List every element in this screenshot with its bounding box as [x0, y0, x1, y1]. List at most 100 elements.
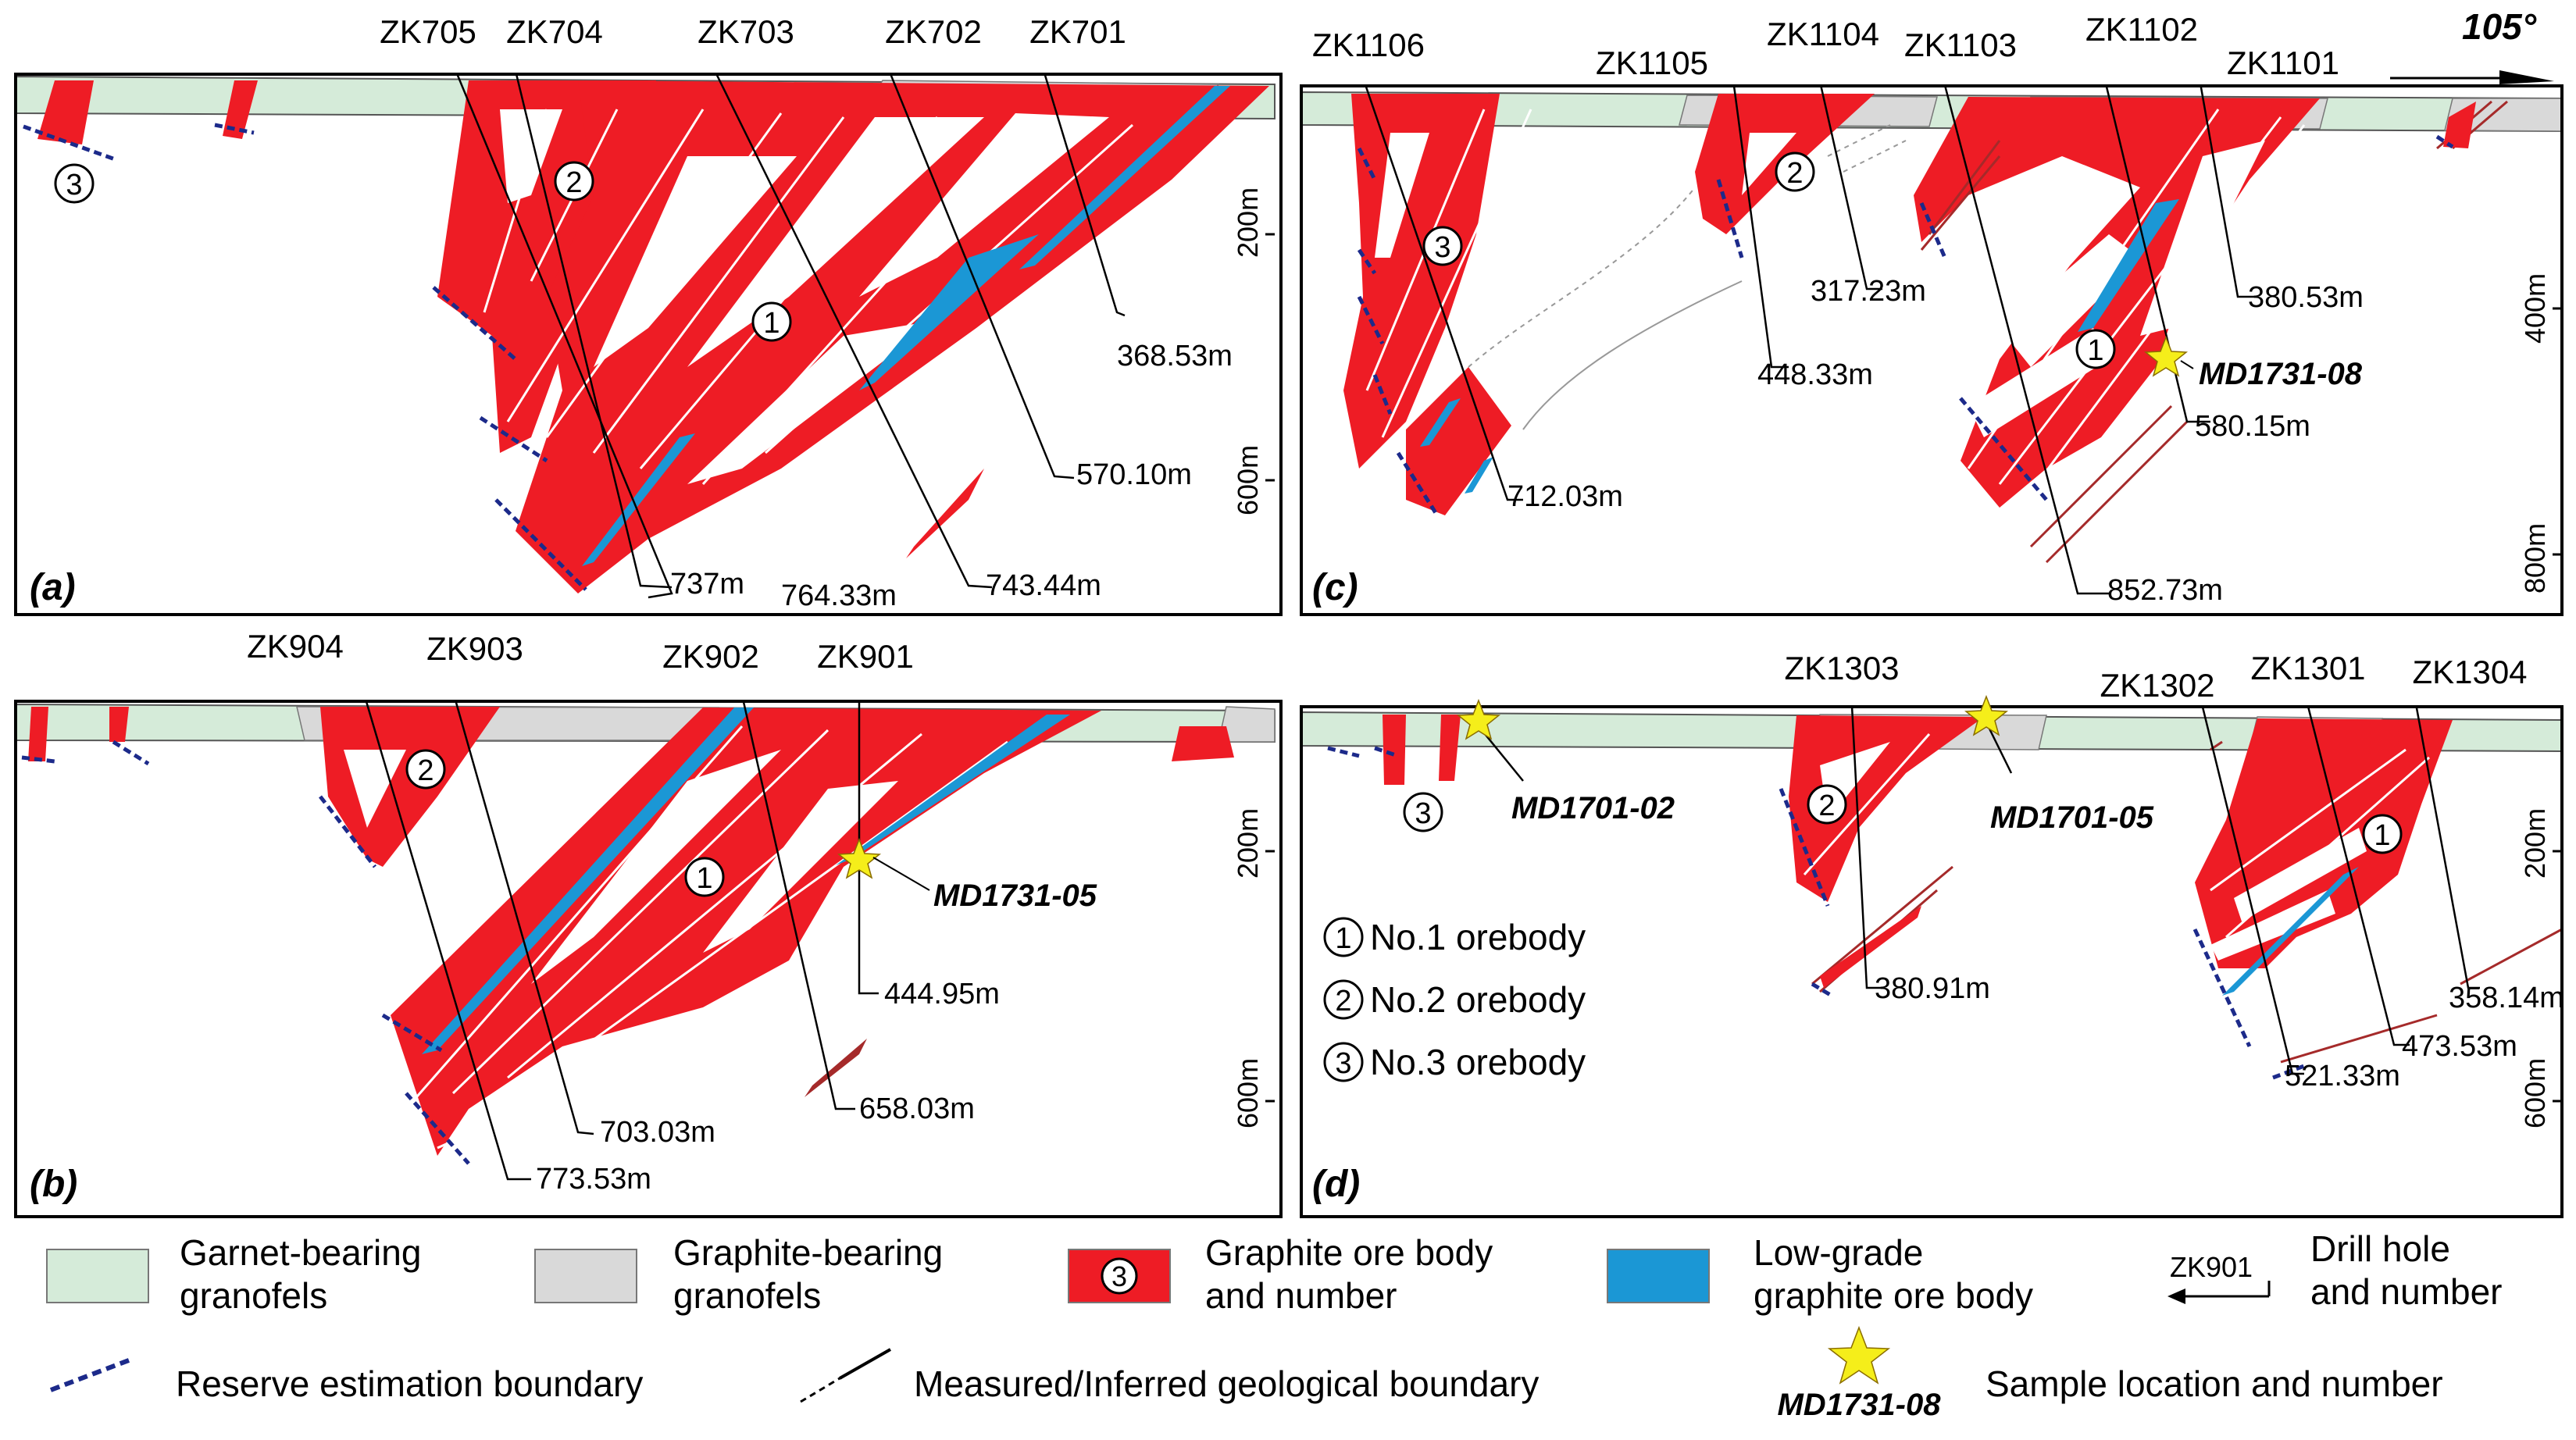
panel-d-frame [1300, 705, 2564, 1218]
depth-label: 773.53m [536, 1163, 651, 1196]
drill-hole-label: ZK704 [506, 13, 603, 50]
panel-label: (d) [1312, 1164, 1360, 1205]
drill-hole-labels: ZK904 ZK903 ZK902 ZK901 [247, 628, 914, 675]
sample-marker: MD1701-02 MD1701-05 [1456, 694, 2154, 835]
vertical-scale: 200m 600m [2519, 808, 2562, 1128]
star-icon [1456, 698, 1501, 740]
orebody-3-shape [1383, 715, 1461, 785]
vertical-scale: 200m 600m [1232, 187, 1275, 515]
star-icon [1827, 1325, 1891, 1385]
panel-label: (a) [30, 567, 76, 608]
panel-b: ZK904 ZK903 ZK902 ZK901 773.53m 703.03m … [14, 628, 1283, 1218]
orebody-3-lower [1406, 367, 1511, 515]
drill-hole-label: ZK1103 [1904, 27, 2017, 63]
drill-hole-label: ZK1301 [2250, 650, 2365, 686]
panel-c-frame [1300, 84, 2564, 616]
legend-drill-symbol: ZK901 [2170, 1251, 2253, 1283]
scale-label: 600m [1232, 1058, 1264, 1128]
sample-label: MD1701-05 [1990, 800, 2154, 835]
panel-c: ZK1106 ZK1105 ZK1104 ZK1103 ZK1102 ZK110… [1300, 6, 2564, 616]
drill-hole-label: ZK1102 [2085, 11, 2198, 48]
orebody-number: 2 [417, 754, 433, 787]
orebody-number: 2 [1335, 985, 1351, 1018]
legend-boundary-dashed [800, 1377, 840, 1403]
depth-label: 764.33m [781, 579, 897, 612]
inset-legend-item: No.3 orebody [1370, 1042, 1586, 1082]
orebody-number: 3 [66, 169, 82, 201]
depth-label: 368.53m [1117, 340, 1233, 372]
depth-label: 317.23m [1811, 275, 1926, 308]
legend-label: graphite ore body [1754, 1275, 2033, 1316]
reserve-boundaries [23, 123, 587, 591]
inferred-boundaries [1468, 124, 1907, 368]
legend-boundary-solid [839, 1348, 891, 1380]
ore-internal-seams [1365, 109, 2306, 493]
depth-label: 448.33m [1757, 358, 1873, 391]
depth-labels: 380.91m 521.33m 473.53m 358.14m [1875, 972, 2564, 1092]
drill-hole-label: ZK902 [662, 638, 759, 675]
drill-hole-label: ZK1106 [1312, 27, 1425, 63]
orebody-number-markers: 1 2 3 [1422, 151, 2116, 369]
ore-internal-seams [1803, 733, 2430, 939]
orebody-number: 1 [1335, 922, 1351, 955]
low-grade-bands [1420, 199, 2179, 494]
orebody-number: 1 [696, 862, 712, 895]
depth-label: 358.14m [2449, 982, 2564, 1014]
star-icon [1964, 694, 2009, 736]
orebody-2-shape [320, 707, 500, 867]
sample-marker: MD1731-05 [837, 837, 1097, 913]
panel-d: ZK1303 ZK1302 ZK1301 ZK1304 380.91m 521.… [1300, 650, 2564, 1218]
depth-label: 473.53m [2402, 1030, 2517, 1063]
arrow-left-icon [2167, 1289, 2185, 1304]
legend-swatch-low-grade [1607, 1249, 1710, 1303]
legend-label: Garnet-bearing [180, 1232, 421, 1273]
measured-boundary [1522, 280, 1743, 430]
orebody-number: 3 [1415, 797, 1431, 830]
depth-label: 658.03m [859, 1092, 975, 1125]
panel-a-frame [14, 73, 1283, 616]
orientation-label: 105° [2462, 6, 2537, 47]
small-ore-body [2443, 102, 2476, 148]
legend: Garnet-bearing granofels Graphite-bearin… [46, 1228, 2503, 1422]
depth-labels: 773.53m 703.03m 658.03m 444.95m [536, 978, 1000, 1196]
drill-hole-label: ZK1101 [2227, 45, 2339, 81]
orebody-number-markers: 1 2 [405, 749, 725, 897]
depth-label: 703.03m [600, 1116, 715, 1149]
drill-hole-label: ZK703 [698, 13, 794, 50]
depth-label: 521.33m [2285, 1060, 2400, 1092]
orebody-3-shape [1343, 94, 1500, 469]
legend-label: Drill hole [2310, 1228, 2450, 1269]
drill-hole-labels: ZK1106 ZK1105 ZK1104 ZK1103 ZK1102 ZK110… [1312, 11, 2339, 81]
drill-hole-label: ZK901 [817, 638, 914, 675]
legend-label: Sample location and number [1986, 1363, 2443, 1404]
legend-label: Graphite ore body [1205, 1232, 1493, 1273]
orebody-number: 2 [1786, 157, 1803, 190]
panel-a: ZK705 ZK704 ZK703 ZK702 ZK701 737m 764.3… [14, 13, 1283, 616]
sample-label: MD1731-08 [2199, 357, 2363, 391]
depth-label: 743.44m [986, 569, 1101, 602]
drill-hole-label: ZK903 [426, 630, 523, 667]
depth-label: 380.91m [1875, 972, 1990, 1005]
legend-label: Graphite-bearing [673, 1232, 943, 1273]
small-ore-lens [805, 1039, 867, 1097]
drill-hole-lines [365, 701, 879, 1181]
orebody-inset-legend: 1 No.1 orebody 2 No.2 orebody 3 No.3 ore… [1323, 917, 1586, 1082]
vertical-scale: 200m 600m [1232, 808, 1275, 1128]
legend-label: granofels [673, 1275, 821, 1316]
depth-labels: 737m 764.33m 743.44m 570.10m 368.53m [670, 340, 1233, 612]
drill-hole-label: ZK1303 [1784, 650, 1899, 686]
drill-hole-label: ZK904 [247, 628, 344, 665]
scale-label: 800m [2519, 523, 2551, 593]
star-icon [837, 837, 882, 879]
sample-label: MD1731-05 [933, 879, 1097, 913]
arrow-head-icon [2499, 70, 2554, 84]
star-icon [2143, 335, 2189, 377]
scale-label: 600m [1232, 445, 1264, 515]
drill-hole-lines [1478, 707, 2480, 1075]
orebody-number: 1 [763, 307, 780, 340]
legend-label: and number [2310, 1271, 2503, 1312]
legend-label: Reserve estimation boundary [176, 1363, 643, 1404]
sample-label: MD1701-02 [1511, 791, 1675, 825]
orebody-number: 2 [566, 166, 582, 199]
drill-hole-label: ZK1105 [1596, 45, 1708, 81]
